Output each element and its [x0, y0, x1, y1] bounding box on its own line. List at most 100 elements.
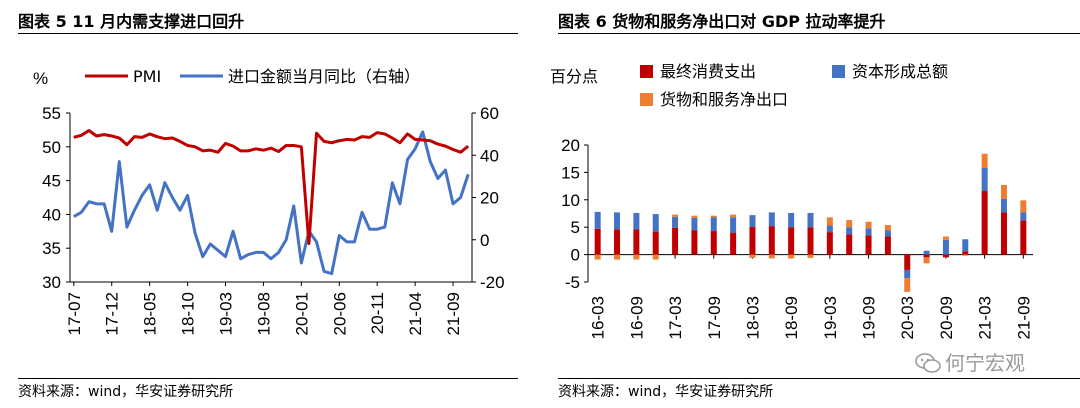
- bar-segment: [826, 225, 833, 233]
- bar-segment: [865, 228, 872, 236]
- bar-segment: [594, 211, 601, 229]
- x-tick-label: 18-05: [141, 292, 160, 335]
- bar-segment: [730, 232, 737, 255]
- left-unit-label: %: [33, 69, 48, 88]
- bar-segment: [923, 254, 930, 258]
- x-tick-label: 19-08: [254, 292, 273, 335]
- left-y-tick-label: 45: [42, 172, 61, 191]
- x-tick-label: 18-03: [743, 296, 762, 339]
- bar-segment: [1000, 185, 1007, 199]
- bar-segment: [1000, 198, 1007, 213]
- right-y-tick-label: 20: [480, 189, 499, 208]
- bar-segment: [807, 254, 814, 258]
- bar-segment: [884, 230, 891, 237]
- bar-segment: [788, 212, 795, 228]
- bar-segment: [846, 234, 853, 255]
- left-y-tick-label: 50: [42, 138, 61, 157]
- x-tick-label: 20-03: [898, 296, 917, 339]
- bar-segment: [942, 254, 949, 258]
- legend-label: 资本形成总额: [852, 62, 948, 81]
- bar-segment: [633, 229, 640, 255]
- right-source-rule: [558, 378, 1080, 379]
- bar-segment: [788, 227, 795, 255]
- bar-segment: [923, 250, 930, 255]
- x-tick-label: 20-09: [937, 296, 956, 339]
- bar-segment: [749, 215, 756, 227]
- bar-segment: [846, 227, 853, 235]
- left-chart-panel: 图表 5 11 月内需支撑进口回升 30 35 40 45 50 55 -20 0 20 40 60…: [0, 0, 520, 408]
- right-y-tick-label: 40: [480, 146, 499, 165]
- right-figure-title: 图表 6 货物和服务净出口对 GDP 拉动率提升: [558, 12, 886, 31]
- right-y-tick-label: 0: [480, 231, 489, 250]
- unit-label: 百分点: [550, 67, 598, 86]
- left-figure-title: 图表 5 11 月内需支撑进口回升: [18, 12, 245, 31]
- bar-segment: [594, 254, 601, 260]
- legend-label: 货物和服务净出口: [660, 90, 788, 109]
- bar-segment: [1020, 220, 1027, 255]
- bar-segment: [884, 236, 891, 255]
- legend-label: 最终消费支出: [660, 62, 756, 81]
- bar-segment: [633, 254, 640, 260]
- bar-segment: [826, 217, 833, 226]
- bar-segment: [904, 278, 911, 292]
- bar-segment: [691, 217, 698, 231]
- x-tick-label: 17-07: [65, 292, 84, 335]
- x-tick-label: 17-12: [103, 292, 122, 335]
- bar-segment: [691, 215, 698, 218]
- left-y-tick-label: 55: [42, 104, 61, 123]
- x-tick-label: 20-06: [330, 292, 349, 335]
- left-y-tick-label: 30: [42, 273, 61, 292]
- bar-segment: [749, 254, 756, 258]
- bar-segment: [826, 232, 833, 255]
- bar-segment: [904, 254, 911, 270]
- legend-swatch: [640, 65, 653, 78]
- bar-segment: [865, 235, 872, 255]
- x-tick-label: 18-09: [782, 296, 801, 339]
- left-source-note: 资料来源：wind，华安证券研究所: [18, 384, 234, 400]
- left-title-rule: [18, 33, 518, 34]
- bar-segment: [942, 239, 949, 255]
- bar-segment: [768, 254, 775, 259]
- left-y-tick-label: 40: [42, 205, 61, 224]
- bar-segment: [788, 254, 795, 259]
- bar-segment: [652, 231, 659, 255]
- x-tick-label: 16-03: [589, 296, 608, 339]
- y-tick-label: 0: [571, 246, 580, 265]
- x-tick-label: 18-10: [179, 292, 198, 335]
- bar-segment: [981, 191, 988, 255]
- bar-segment: [962, 254, 969, 256]
- bar-segment: [846, 220, 853, 228]
- bar-segment: [614, 254, 621, 260]
- left-y-tick-label: 35: [42, 239, 61, 258]
- watermark-text: 何宁宏观: [945, 351, 1025, 375]
- x-tick-label: 20-11: [368, 292, 387, 334]
- bar-segment: [884, 225, 891, 231]
- bar-segment: [768, 212, 775, 227]
- bar-segment: [672, 214, 679, 217]
- bar-segment: [981, 168, 988, 192]
- wechat-icon: [915, 353, 941, 373]
- y-tick-label: 20: [561, 136, 580, 155]
- right-y-tick-label: -20: [480, 273, 505, 292]
- x-tick-label: 21-04: [406, 292, 425, 335]
- legend-swatch: [832, 65, 845, 78]
- bar-segment: [633, 212, 640, 230]
- x-tick-label: 16-09: [627, 296, 646, 339]
- x-tick-label: 17-09: [705, 296, 724, 339]
- watermark: 何宁宏观: [915, 347, 1025, 376]
- bar-segment: [962, 239, 969, 252]
- bar-segment: [614, 212, 621, 230]
- bar-segment: [710, 217, 717, 232]
- y-tick-label: 15: [561, 163, 580, 182]
- x-tick-label: 19-09: [860, 296, 879, 339]
- bar-segment: [691, 230, 698, 255]
- y-tick-label: -5: [565, 273, 580, 292]
- bar-segment: [1020, 212, 1027, 221]
- bar-segment: [768, 226, 775, 255]
- bar-segment: [710, 215, 717, 218]
- x-tick-label: 21-09: [1014, 296, 1033, 339]
- bar-segment: [594, 228, 601, 255]
- right-y-tick-label: 60: [480, 104, 499, 123]
- x-tick-label: 19-03: [821, 296, 840, 339]
- y-tick-label: 5: [571, 218, 580, 237]
